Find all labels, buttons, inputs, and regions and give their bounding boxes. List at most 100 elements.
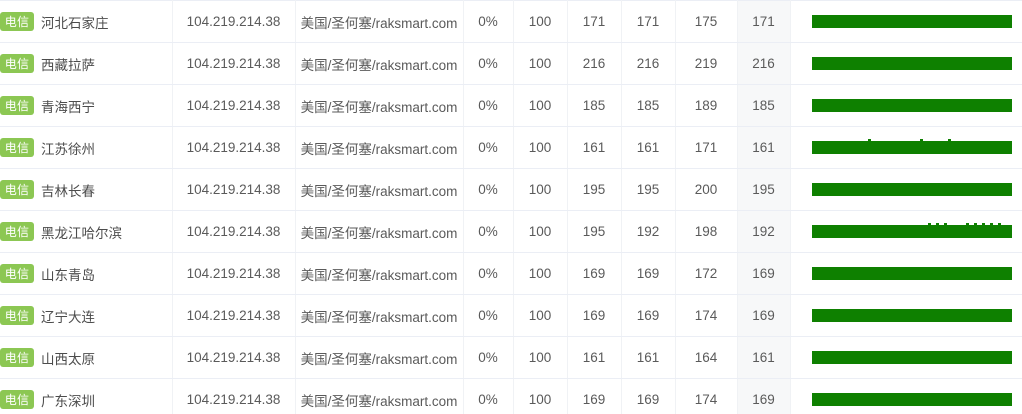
- cell-latency-current: 169: [736, 378, 791, 414]
- cell-packet-loss: 0%: [463, 294, 514, 337]
- cell-latency-min: 171: [567, 0, 622, 43]
- cell-ip-address: 104.219.214.38: [172, 252, 296, 295]
- cell-ip-address: 104.219.214.38: [172, 42, 296, 85]
- cell-node-location: 美国/圣何塞/raksmart.com: [295, 84, 464, 127]
- cell-ip-address: 104.219.214.38: [172, 210, 296, 253]
- isp-badge: 电信: [0, 138, 34, 157]
- cell-latency-max: 189: [675, 84, 738, 127]
- cell-ip-address: 104.219.214.38: [172, 378, 296, 414]
- cell-ping-count: 100: [513, 168, 568, 211]
- cell-latency-min: 195: [567, 210, 622, 253]
- latency-bar-track: [791, 212, 1022, 252]
- cell-latency-current: 171: [736, 0, 791, 43]
- table-row[interactable]: 电信 青海西宁 104.219.214.38 美国/圣何塞/raksmart.com 0…: [0, 84, 1022, 127]
- cell-latency-min: 169: [567, 294, 622, 337]
- table-row[interactable]: 电信 西藏拉萨 104.219.214.38 美国/圣何塞/raksmart.com 0…: [0, 42, 1022, 85]
- cell-node-location: 美国/圣何塞/raksmart.com: [295, 252, 464, 295]
- cell-ping-count: 100: [513, 336, 568, 379]
- latency-bar-fill: [811, 309, 1012, 322]
- latency-bar-fill: [811, 351, 1012, 364]
- table-row[interactable]: 电信 山东青岛 104.219.214.38 美国/圣何塞/raksmart.com 0…: [0, 252, 1022, 295]
- cell-latency-max: 200: [675, 168, 738, 211]
- isp-cell: 电信 辽宁大连: [0, 296, 171, 336]
- isp-cell: 电信 河北石家庄: [0, 2, 171, 42]
- cell-latency-current: 169: [736, 252, 791, 295]
- cell-latency-avg: 169: [621, 294, 676, 337]
- latency-bar-fill: [811, 225, 1012, 238]
- isp-badge: 电信: [0, 348, 34, 367]
- cell-latency-current: 161: [736, 126, 791, 169]
- table-row[interactable]: 电信 黑龙江哈尔滨 104.219.214.38 美国/圣何塞/raksmart.co…: [0, 210, 1022, 253]
- cell-latency-max: 174: [675, 294, 738, 337]
- cell-latency-min: 169: [567, 252, 622, 295]
- cell-packet-loss: 0%: [463, 0, 514, 43]
- monitor-city-label: 广东深圳: [41, 393, 95, 409]
- cell-packet-loss: 0%: [463, 252, 514, 295]
- cell-latency-min: 195: [567, 168, 622, 211]
- cell-node-location: 美国/圣何塞/raksmart.com: [295, 210, 464, 253]
- cell-latency-max: 164: [675, 336, 738, 379]
- cell-ping-count: 100: [513, 378, 568, 414]
- table-row[interactable]: 电信 山西太原 104.219.214.38 美国/圣何塞/raksmart.com 0…: [0, 336, 1022, 379]
- latency-bar-fill: [811, 15, 1012, 28]
- cell-isp: 电信 西藏拉萨: [0, 42, 173, 85]
- latency-bar-fill: [811, 57, 1012, 70]
- cell-latency-bar: [790, 168, 1022, 211]
- isp-badge: 电信: [0, 306, 34, 325]
- cell-ip-address: 104.219.214.38: [172, 84, 296, 127]
- table-row[interactable]: 电信 吉林长春 104.219.214.38 美国/圣何塞/raksmart.com 0…: [0, 168, 1022, 211]
- isp-cell: 电信 山西太原: [0, 338, 171, 378]
- cell-isp: 电信 黑龙江哈尔滨: [0, 210, 173, 253]
- cell-packet-loss: 0%: [463, 84, 514, 127]
- latency-bar-fill: [811, 267, 1012, 280]
- cell-latency-bar: [790, 0, 1022, 43]
- latency-bar-track: [791, 254, 1022, 294]
- cell-latency-avg: 169: [621, 252, 676, 295]
- table-row[interactable]: 电信 江苏徐州 104.219.214.38 美国/圣何塞/raksmart.com 0…: [0, 126, 1022, 169]
- cell-ping-count: 100: [513, 252, 568, 295]
- cell-latency-bar: [790, 252, 1022, 295]
- isp-cell: 电信 青海西宁: [0, 86, 171, 126]
- cell-latency-current: 161: [736, 336, 791, 379]
- monitor-city-label: 山西太原: [41, 351, 95, 367]
- cell-packet-loss: 0%: [463, 126, 514, 169]
- monitor-city-label: 辽宁大连: [41, 309, 95, 325]
- latency-bar-track: [791, 338, 1022, 378]
- latency-bar-track: [791, 170, 1022, 210]
- cell-packet-loss: 0%: [463, 168, 514, 211]
- monitor-city-label: 江苏徐州: [41, 141, 95, 157]
- cell-latency-bar: [790, 126, 1022, 169]
- isp-badge: 电信: [0, 180, 34, 199]
- cell-packet-loss: 0%: [463, 378, 514, 414]
- cell-latency-bar: [790, 84, 1022, 127]
- cell-packet-loss: 0%: [463, 210, 514, 253]
- isp-badge: 电信: [0, 264, 34, 283]
- cell-latency-max: 175: [675, 0, 738, 43]
- table-row[interactable]: 电信 广东深圳 104.219.214.38 美国/圣何塞/raksmart.com 0…: [0, 378, 1022, 414]
- cell-latency-current: 192: [736, 210, 791, 253]
- isp-badge: 电信: [0, 222, 34, 241]
- cell-isp: 电信 河北石家庄: [0, 0, 173, 43]
- cell-node-location: 美国/圣何塞/raksmart.com: [295, 126, 464, 169]
- cell-node-location: 美国/圣何塞/raksmart.com: [295, 0, 464, 43]
- cell-latency-min: 161: [567, 336, 622, 379]
- isp-cell: 电信 山东青岛: [0, 254, 171, 294]
- cell-isp: 电信 广东深圳: [0, 378, 173, 414]
- cell-node-location: 美国/圣何塞/raksmart.com: [295, 168, 464, 211]
- cell-isp: 电信 辽宁大连: [0, 294, 173, 337]
- cell-isp: 电信 山东青岛: [0, 252, 173, 295]
- isp-cell: 电信 广东深圳: [0, 380, 171, 414]
- latency-bar-track: [791, 128, 1022, 168]
- monitor-city-label: 青海西宁: [41, 99, 95, 115]
- table-row[interactable]: 电信 辽宁大连 104.219.214.38 美国/圣何塞/raksmart.com 0…: [0, 294, 1022, 337]
- isp-badge: 电信: [0, 390, 34, 409]
- monitor-city-label: 吉林长春: [41, 183, 95, 199]
- isp-cell: 电信 江苏徐州: [0, 128, 171, 168]
- cell-ip-address: 104.219.214.38: [172, 336, 296, 379]
- monitor-city-label: 山东青岛: [41, 267, 95, 283]
- cell-isp: 电信 吉林长春: [0, 168, 173, 211]
- cell-latency-avg: 195: [621, 168, 676, 211]
- table-row[interactable]: 电信 河北石家庄 104.219.214.38 美国/圣何塞/raksmart.com…: [0, 0, 1022, 43]
